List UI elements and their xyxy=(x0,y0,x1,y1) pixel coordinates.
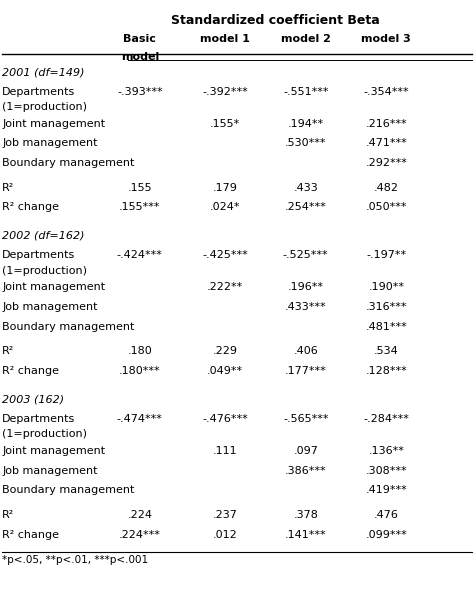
Text: R²: R² xyxy=(2,510,15,520)
Text: .224: .224 xyxy=(128,510,152,520)
Text: .177***: .177*** xyxy=(285,366,327,376)
Text: .155*: .155* xyxy=(210,119,240,129)
Text: 2001 (df=149): 2001 (df=149) xyxy=(2,67,85,77)
Text: .222**: .222** xyxy=(207,282,243,292)
Text: .141***: .141*** xyxy=(285,530,327,539)
Text: .128***: .128*** xyxy=(365,366,407,376)
Text: .482: .482 xyxy=(374,183,399,192)
Text: .471***: .471*** xyxy=(365,138,407,148)
Text: .308***: .308*** xyxy=(365,466,407,475)
Text: R²: R² xyxy=(2,183,15,192)
Text: .099***: .099*** xyxy=(365,530,407,539)
Text: Standardized coefficient Beta: Standardized coefficient Beta xyxy=(171,14,379,27)
Text: -.551***: -.551*** xyxy=(283,87,328,97)
Text: (1=production): (1=production) xyxy=(2,266,87,276)
Text: Job management: Job management xyxy=(2,302,98,312)
Text: Job management: Job management xyxy=(2,466,98,475)
Text: R²: R² xyxy=(2,346,15,356)
Text: .180: .180 xyxy=(128,346,152,356)
Text: -.284***: -.284*** xyxy=(364,414,409,424)
Text: -.424***: -.424*** xyxy=(117,250,163,260)
Text: .179: .179 xyxy=(213,183,237,192)
Text: Joint management: Joint management xyxy=(2,282,106,292)
Text: model 1: model 1 xyxy=(200,34,250,44)
Text: -.525***: -.525*** xyxy=(283,250,328,260)
Text: .196**: .196** xyxy=(288,282,324,292)
Text: -.425***: -.425*** xyxy=(202,250,248,260)
Text: .419***: .419*** xyxy=(365,485,407,495)
Text: .224***: .224*** xyxy=(119,530,161,539)
Text: -.392***: -.392*** xyxy=(202,87,248,97)
Text: (1=production): (1=production) xyxy=(2,102,87,112)
Text: .111: .111 xyxy=(213,446,237,456)
Text: .237: .237 xyxy=(213,510,237,520)
Text: .194**: .194** xyxy=(288,119,324,129)
Text: .292***: .292*** xyxy=(365,158,407,168)
Text: .180***: .180*** xyxy=(119,366,161,376)
Text: -.474***: -.474*** xyxy=(117,414,163,424)
Text: Basic: Basic xyxy=(123,34,156,44)
Text: .050***: .050*** xyxy=(365,202,407,212)
Text: -.565***: -.565*** xyxy=(283,414,328,424)
Text: .136**: .136** xyxy=(368,446,404,456)
Text: model 2: model 2 xyxy=(281,34,331,44)
Text: .229: .229 xyxy=(213,346,237,356)
Text: .012: .012 xyxy=(213,530,237,539)
Text: 2003 (162): 2003 (162) xyxy=(2,394,64,404)
Text: .155: .155 xyxy=(128,183,152,192)
Text: .433: .433 xyxy=(293,183,318,192)
Text: R² change: R² change xyxy=(2,366,59,376)
Text: *p<.05, **p<.01, ***p<.001: *p<.05, **p<.01, ***p<.001 xyxy=(2,555,148,565)
Text: Boundary management: Boundary management xyxy=(2,322,135,331)
Text: .216***: .216*** xyxy=(365,119,407,129)
Text: .024*: .024* xyxy=(210,202,240,212)
Text: .481***: .481*** xyxy=(365,322,407,331)
Text: Boundary management: Boundary management xyxy=(2,158,135,168)
Text: -.393***: -.393*** xyxy=(117,87,163,97)
Text: .433***: .433*** xyxy=(285,302,327,312)
Text: -.197**: -.197** xyxy=(366,250,406,260)
Text: Boundary management: Boundary management xyxy=(2,485,135,495)
Text: .190**: .190** xyxy=(368,282,404,292)
Text: .316***: .316*** xyxy=(365,302,407,312)
Text: Job management: Job management xyxy=(2,138,98,148)
Text: .476: .476 xyxy=(374,510,399,520)
Text: model 3: model 3 xyxy=(362,34,411,44)
Text: .386***: .386*** xyxy=(285,466,327,475)
Text: R² change: R² change xyxy=(2,202,59,212)
Text: Joint management: Joint management xyxy=(2,119,106,129)
Text: .097: .097 xyxy=(293,446,318,456)
Text: Departments: Departments xyxy=(2,250,76,260)
Text: -.354***: -.354*** xyxy=(364,87,409,97)
Text: Departments: Departments xyxy=(2,414,76,424)
Text: 2002 (df=162): 2002 (df=162) xyxy=(2,231,85,240)
Text: R² change: R² change xyxy=(2,530,59,539)
Text: Departments: Departments xyxy=(2,87,76,97)
Text: .534: .534 xyxy=(374,346,399,356)
Text: (1=production): (1=production) xyxy=(2,429,87,439)
Text: .155***: .155*** xyxy=(119,202,161,212)
Text: .530***: .530*** xyxy=(285,138,327,148)
Text: .254***: .254*** xyxy=(285,202,327,212)
Text: model: model xyxy=(121,52,159,62)
Text: .406: .406 xyxy=(293,346,318,356)
Text: .378: .378 xyxy=(293,510,318,520)
Text: .049**: .049** xyxy=(207,366,243,376)
Text: Joint management: Joint management xyxy=(2,446,106,456)
Text: -.476***: -.476*** xyxy=(202,414,248,424)
